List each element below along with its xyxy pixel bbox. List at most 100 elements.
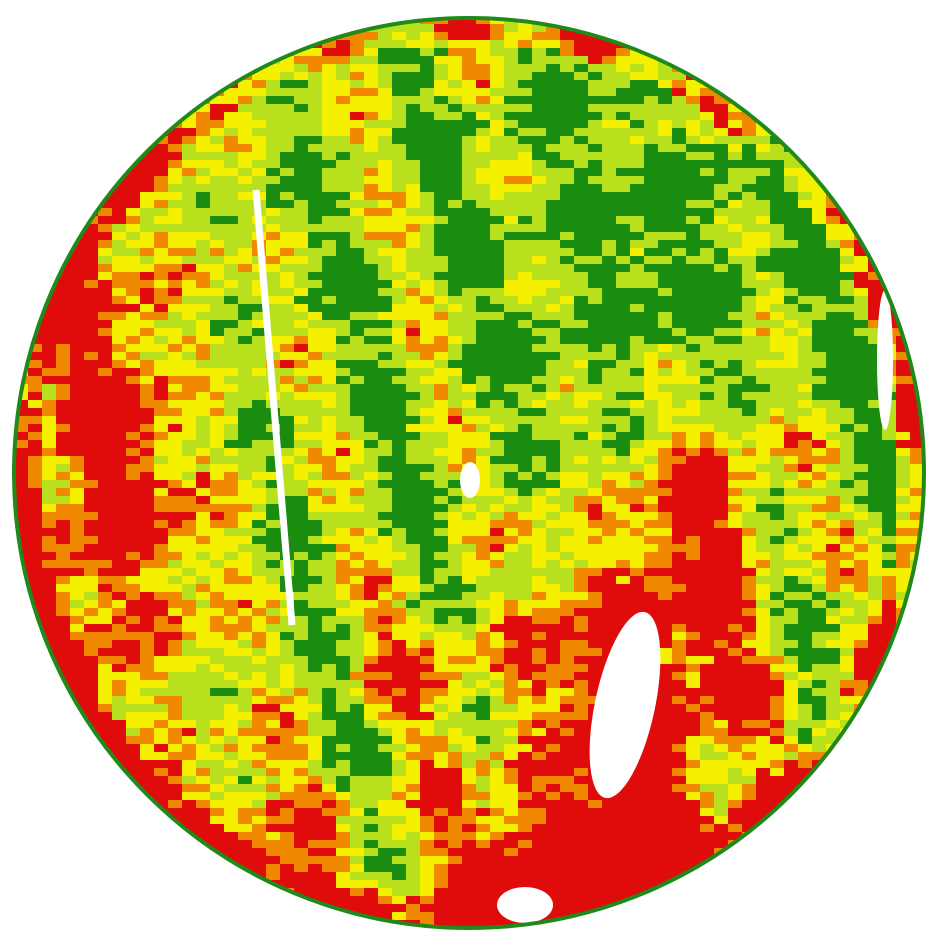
yield-cell	[238, 552, 252, 560]
yield-cell	[336, 888, 350, 896]
yield-cell	[854, 392, 868, 400]
yield-cell	[896, 552, 910, 560]
yield-cell	[616, 552, 630, 560]
yield-cell	[98, 624, 112, 632]
yield-cell	[336, 80, 350, 88]
yield-cell	[644, 336, 658, 344]
yield-cell	[196, 808, 210, 816]
yield-cell	[336, 584, 350, 592]
yield-cell	[252, 824, 266, 832]
yield-cell	[686, 848, 700, 856]
yield-cell	[700, 800, 714, 808]
yield-cell	[532, 776, 546, 784]
yield-cell	[742, 560, 756, 568]
yield-cell	[182, 312, 196, 320]
yield-cell	[672, 320, 686, 328]
yield-cell	[532, 232, 546, 240]
yield-cell	[602, 624, 616, 632]
yield-cell	[196, 528, 210, 536]
yield-cell	[714, 280, 728, 288]
yield-cell	[56, 440, 70, 448]
yield-cell	[630, 864, 644, 872]
yield-cell	[812, 432, 826, 440]
yield-cell	[378, 424, 392, 432]
yield-cell	[742, 840, 756, 848]
yield-cell	[798, 248, 812, 256]
yield-cell	[252, 856, 266, 864]
yield-cell	[518, 24, 532, 32]
yield-cell	[350, 752, 364, 760]
yield-cell	[658, 640, 672, 648]
yield-cell	[210, 96, 224, 104]
yield-cell	[798, 232, 812, 240]
yield-cell	[294, 344, 308, 352]
yield-cell	[672, 560, 686, 568]
yield-cell	[126, 488, 140, 496]
yield-cell	[168, 112, 182, 120]
yield-cell	[392, 704, 406, 712]
yield-cell	[84, 688, 98, 696]
yield-cell	[924, 520, 933, 528]
yield-cell	[434, 560, 448, 568]
yield-cell	[714, 824, 728, 832]
yield-cell	[308, 328, 322, 336]
yield-cell	[154, 528, 168, 536]
yield-cell	[126, 632, 140, 640]
yield-cell	[476, 360, 490, 368]
yield-cell	[826, 368, 840, 376]
yield-cell	[546, 608, 560, 616]
yield-cell	[210, 160, 224, 168]
yield-cell	[322, 64, 336, 72]
yield-cell	[378, 600, 392, 608]
yield-cell	[560, 104, 574, 112]
yield-cell	[476, 632, 490, 640]
yield-cell	[336, 664, 350, 672]
yield-cell	[728, 672, 742, 680]
yield-cell	[252, 472, 266, 480]
yield-cell	[616, 800, 630, 808]
yield-cell	[588, 536, 602, 544]
yield-cell	[602, 800, 616, 808]
yield-cell	[518, 760, 532, 768]
yield-cell	[504, 824, 518, 832]
yield-cell	[854, 576, 868, 584]
yield-cell	[882, 664, 896, 672]
yield-cell	[616, 264, 630, 272]
yield-cell	[798, 472, 812, 480]
yield-cell	[154, 512, 168, 520]
yield-cell	[728, 112, 742, 120]
yield-cell	[868, 416, 882, 424]
yield-cell	[210, 248, 224, 256]
yield-cell	[154, 288, 168, 296]
yield-cell	[742, 632, 756, 640]
yield-cell	[308, 360, 322, 368]
yield-cell	[546, 616, 560, 624]
yield-cell	[476, 920, 490, 928]
yield-cell	[420, 824, 434, 832]
yield-cell	[98, 408, 112, 416]
yield-cell	[406, 640, 420, 648]
yield-cell	[644, 544, 658, 552]
yield-cell	[798, 672, 812, 680]
yield-cell	[308, 368, 322, 376]
yield-cell	[742, 568, 756, 576]
yield-cell	[476, 856, 490, 864]
yield-cell	[840, 632, 854, 640]
yield-cell	[574, 696, 588, 704]
yield-cell	[210, 736, 224, 744]
yield-cell	[532, 280, 546, 288]
yield-cell	[854, 696, 868, 704]
yield-cell	[56, 528, 70, 536]
yield-cell	[406, 688, 420, 696]
yield-cell	[308, 664, 322, 672]
yield-cell	[392, 208, 406, 216]
yield-cell	[742, 544, 756, 552]
yield-cell	[392, 776, 406, 784]
yield-cell	[462, 616, 476, 624]
yield-cell	[476, 144, 490, 152]
yield-cell	[434, 312, 448, 320]
yield-cell	[462, 640, 476, 648]
yield-cell	[154, 520, 168, 528]
yield-cell	[350, 248, 364, 256]
yield-cell	[644, 80, 658, 88]
